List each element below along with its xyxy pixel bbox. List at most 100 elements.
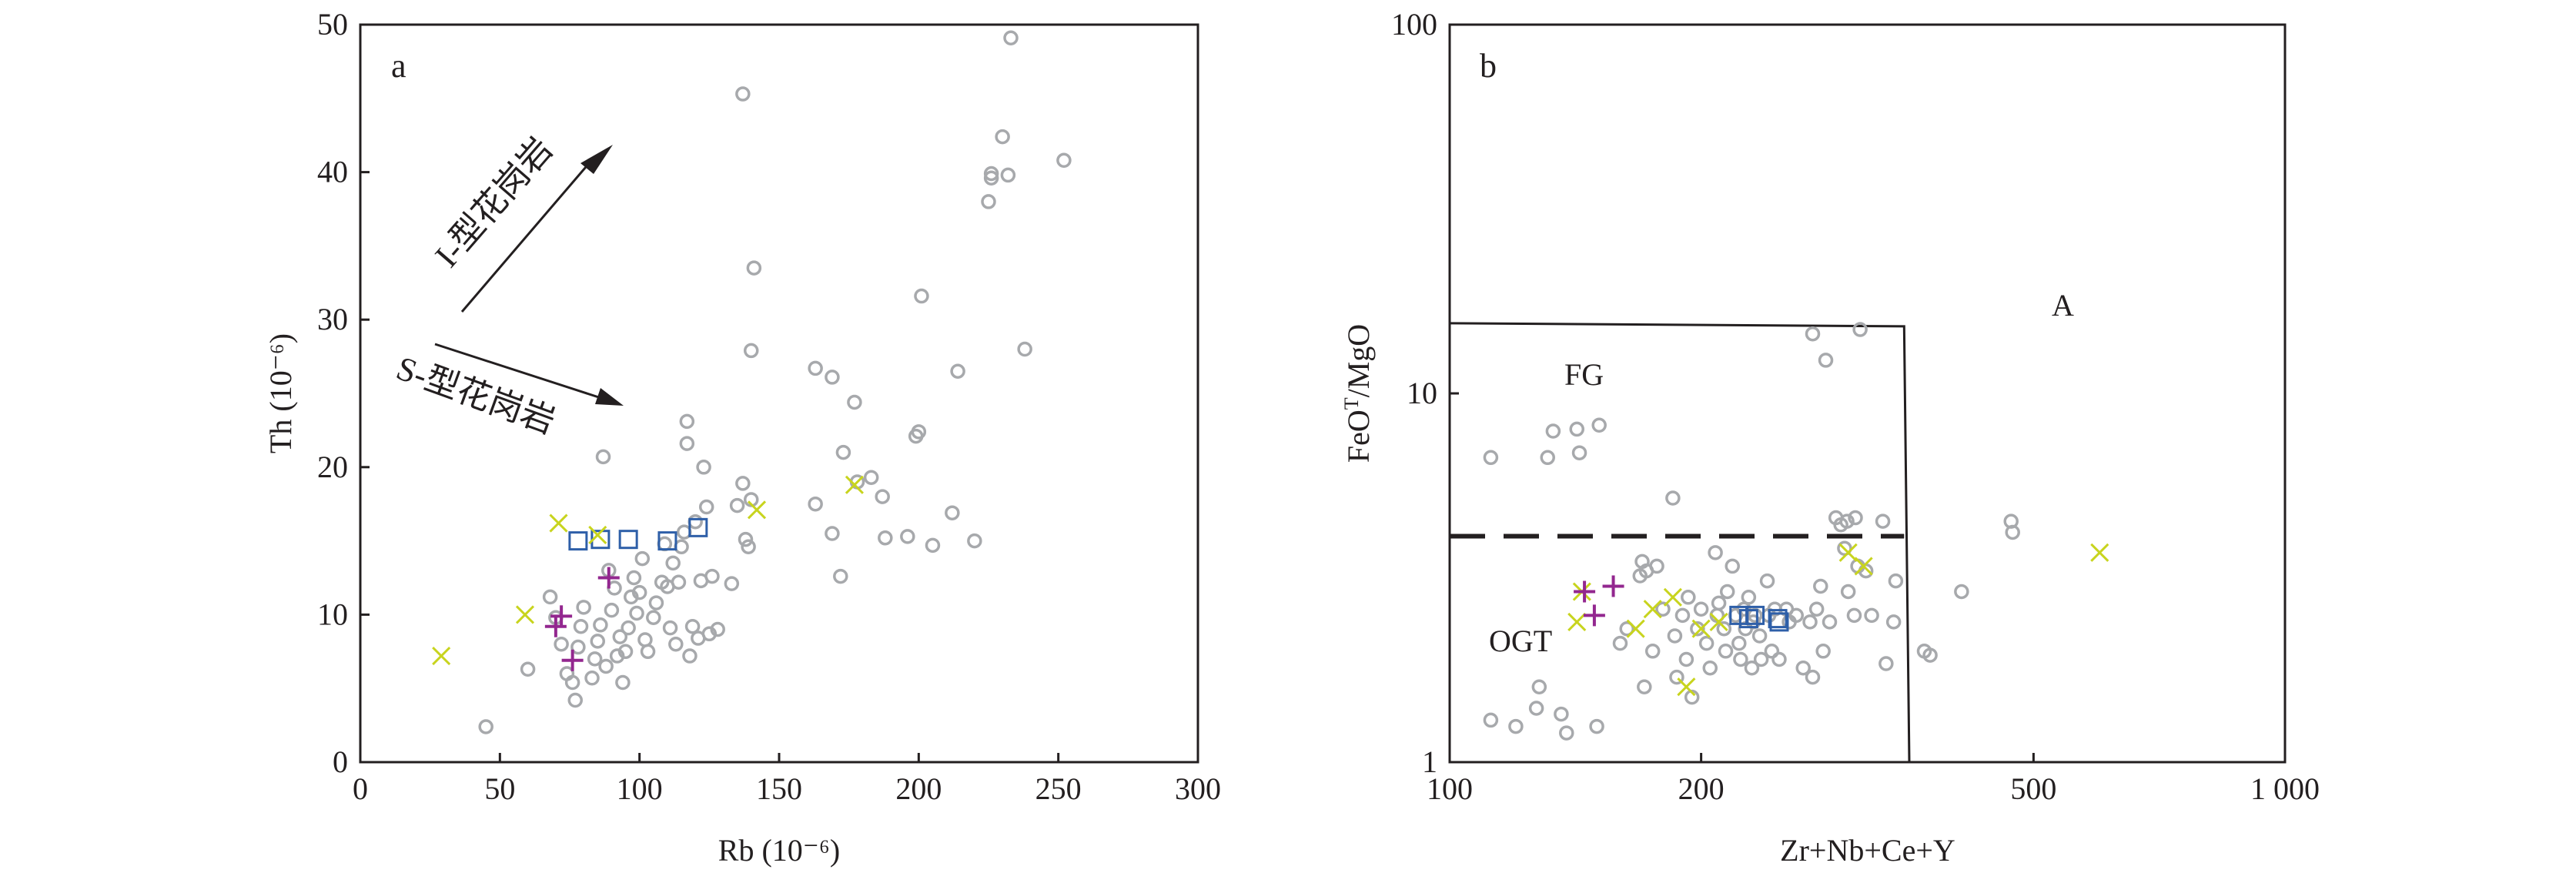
circle-marker [1954,584,1969,600]
circle-marker [567,692,584,708]
circle-marker [1619,620,1634,637]
y-tick-label-a: 20 [317,450,348,484]
circle-marker [1864,607,1879,624]
circle-marker [746,260,762,276]
i-type-arrow-label: I-型花岗岩 [428,130,560,274]
circle-marker [995,129,1010,145]
circle-marker [668,636,684,652]
circle-marker [631,584,647,600]
fg-a-boundary-line [1449,322,1911,763]
circle-marker [743,343,759,359]
circle-marker [1674,607,1691,624]
y-tick-label-a: 0 [333,744,348,779]
x-tick-label-a: 200 [895,771,942,806]
circle-marker [629,605,644,621]
cross-marker [1677,677,1696,697]
circle-marker [595,449,611,465]
square-marker [657,531,677,551]
circle-marker [738,531,754,547]
cross-marker [2090,543,2109,562]
circle-marker [1649,558,1664,574]
cross-marker [1838,543,1858,562]
circle-marker [1753,651,1769,667]
s-type-arrow-head [595,388,624,406]
circle-marker [1000,167,1016,183]
circle-marker [1655,601,1671,617]
circle-marker [520,661,536,677]
x-tick-label-a: 0 [353,771,368,806]
i-type-arrow-head [580,145,613,174]
circle-marker [1741,590,1757,605]
circle-marker [1788,607,1804,624]
y-tick-label-a: 40 [317,155,348,189]
circle-marker [1725,558,1740,574]
cross-marker [1567,612,1587,631]
square-marker [1738,609,1758,629]
circle-marker [914,288,929,304]
circle-marker [1056,152,1072,169]
circle-marker [662,620,678,636]
circle-marker [676,524,692,540]
circle-marker [634,550,651,567]
circle-marker [878,530,893,546]
cross-marker [1663,587,1682,607]
plus-marker [550,605,573,627]
plus-marker [597,567,620,589]
circle-marker [1719,584,1735,600]
circle-marker [615,674,631,691]
circle-marker [1711,595,1727,611]
circle-marker [1888,573,1904,589]
circle-marker [1733,651,1748,667]
cross-marker [845,475,864,494]
cross-marker [1626,619,1645,638]
circle-marker [1693,601,1709,617]
y-tick-label-a: 10 [317,597,348,631]
circle-marker [863,470,879,485]
circle-marker [1875,513,1891,529]
y-tick-label-a: 30 [317,302,348,336]
circle-marker [1771,651,1787,667]
circle-marker [1840,584,1856,600]
circle-marker [704,568,720,584]
circle-marker [621,620,636,636]
circle-marker [1837,540,1852,557]
circle-marker [554,636,569,652]
circle-marker [724,576,740,591]
circle-marker [637,632,653,647]
cross-marker [515,605,535,624]
circle-marker [1589,718,1604,734]
circle-marker [679,436,695,451]
circle-marker [808,496,823,512]
plus-marker [1602,575,1624,597]
circle-marker [1612,635,1628,651]
circle-marker [640,644,656,660]
cross-marker [432,646,451,666]
cross-marker [588,525,607,544]
circle-marker [1848,510,1863,526]
x-axis-title-b: Zr+Nb+Ce+Y [1780,833,1955,868]
circle-marker [1802,614,1818,630]
circle-marker [1665,490,1681,506]
circle-marker [1554,706,1569,722]
region-label-ogt: OGT [1489,624,1552,658]
i-type-arrow-line [460,156,596,313]
s-type-arrow-line [434,343,609,402]
x-tick-label-a: 50 [484,771,515,806]
cross-marker [747,500,767,520]
y-axis-title-b-superscript: T [1340,397,1363,410]
circle-marker [1690,620,1705,637]
circle-marker [1718,644,1734,659]
circle-marker [1795,660,1811,676]
circle-marker [1839,513,1855,529]
circle-marker [735,86,751,102]
y-tick-label-b: 1 [1422,744,1437,779]
square-marker [568,531,588,551]
circle-marker [1708,545,1723,560]
circle-marker [1815,644,1831,659]
circle-marker [1759,573,1775,589]
axis-ticks-b: 100 200 500 1 000 1 10 100 [1391,7,2320,806]
circle-marker [925,537,941,554]
s-type-arrow: S-型花岗岩 [392,343,624,441]
circle-marker [648,595,664,610]
